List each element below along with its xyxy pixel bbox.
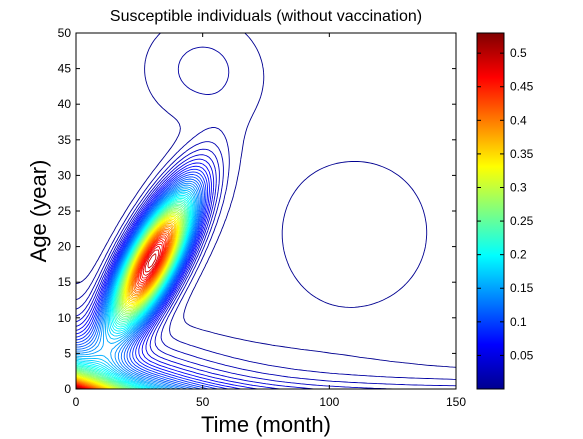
- x-tick-label: 0: [73, 395, 80, 409]
- y-tick-label: 0: [64, 382, 71, 396]
- contour-level: [76, 218, 178, 389]
- contour-level: [76, 213, 182, 389]
- contour-level: [76, 222, 176, 389]
- contour-level: [76, 231, 170, 389]
- colorbar-tick-label: 0.45: [510, 80, 534, 94]
- x-tick-label: 150: [446, 395, 466, 409]
- contour-level: [76, 227, 173, 389]
- y-tick-label: 10: [58, 311, 72, 325]
- contour-level: [76, 225, 174, 389]
- contour-level: [76, 189, 196, 389]
- contour-level: [76, 171, 218, 389]
- contour-level: [76, 180, 201, 389]
- contour-level: [76, 233, 169, 389]
- y-tick-label: 50: [58, 26, 72, 40]
- contour-level: [76, 224, 175, 389]
- colorbar-tick-label: 0.25: [510, 214, 534, 228]
- y-tick-label: 40: [58, 97, 72, 111]
- colorbar-tick-label: 0.3: [510, 180, 527, 194]
- contour-level: [76, 210, 183, 389]
- contour-level: [76, 193, 194, 389]
- colorbar-tick-label: 0.1: [510, 315, 527, 329]
- contour-level: [76, 205, 187, 389]
- contour-level: [76, 168, 229, 389]
- plot-background: [76, 33, 456, 389]
- contour-level: [76, 196, 192, 389]
- y-tick-label: 5: [64, 346, 71, 360]
- contour-level: [76, 178, 203, 389]
- contour-level: [76, 228, 172, 389]
- y-tick-label: 25: [58, 204, 72, 218]
- y-axis-label: Age (year): [26, 160, 51, 263]
- x-axis-label: Time (month): [201, 412, 331, 437]
- x-axis-ticks: 0 50 100 150: [73, 33, 466, 409]
- contour-level: [76, 174, 209, 389]
- contour-level: [76, 209, 184, 389]
- chart-title: Susceptible individuals (without vaccina…: [110, 8, 422, 25]
- contour-level: [76, 194, 193, 389]
- contour-level: [76, 214, 181, 389]
- y-tick-label: 45: [58, 62, 72, 76]
- y-tick-label: 20: [58, 240, 72, 254]
- colorbar-tick-label: 0.35: [510, 147, 534, 161]
- contour-level: [76, 141, 456, 387]
- contour-level: [76, 203, 187, 389]
- contour-level: [76, 184, 199, 389]
- colorbar-tick-label: 0.4: [510, 113, 527, 127]
- contour-level: [76, 46, 456, 380]
- y-tick-label: 15: [58, 275, 72, 289]
- contour-level: [76, 33, 456, 368]
- contour-level: [76, 230, 171, 389]
- contour-level: [76, 200, 189, 389]
- x-tick-label: 100: [319, 395, 339, 409]
- contour-level: [76, 199, 190, 389]
- y-axis-ticks: 0 5 10 15 20 25 30 35 40 45 50: [58, 26, 456, 396]
- contour-level: [76, 235, 168, 389]
- colorbar-tick-label: 0.2: [510, 248, 527, 262]
- colorbar-tick-label: 0.05: [510, 348, 534, 362]
- contour-level: [76, 220, 177, 389]
- contour-level: [76, 186, 198, 389]
- colorbar: 0.05 0.1 0.15 0.2 0.25 0.3 0.35 0.4 0.45 0.5: [476, 32, 534, 390]
- contour-level: [76, 162, 258, 389]
- colorbar-tick-label: 0.15: [510, 281, 534, 295]
- plot-area: 0 50 100 150 0 5 10 15 20 25 30 35 40 45 50: [58, 26, 467, 409]
- contour-level: [76, 182, 200, 389]
- contour-level: [76, 188, 197, 389]
- contour-lines: [76, 33, 456, 389]
- contour-level: [76, 176, 204, 389]
- colorbar-tick-label: 0.5: [510, 46, 527, 60]
- colorbar-ticks: 0.05 0.1 0.15 0.2 0.25 0.3 0.35 0.4 0.45 0.5: [477, 46, 534, 362]
- contour-level: [76, 154, 316, 389]
- contour-level: [76, 197, 191, 389]
- contour-level: [76, 216, 180, 389]
- contour-level: [76, 207, 185, 389]
- y-tick-label: 35: [58, 133, 72, 147]
- colorbar-gradient: [476, 32, 505, 390]
- contour-level: [76, 148, 395, 389]
- x-tick-label: 50: [196, 395, 210, 409]
- contour-level: [76, 158, 281, 389]
- contour-level: [76, 165, 242, 389]
- contour-level: [76, 237, 167, 389]
- contour-level: [76, 191, 195, 389]
- y-tick-label: 30: [58, 168, 72, 182]
